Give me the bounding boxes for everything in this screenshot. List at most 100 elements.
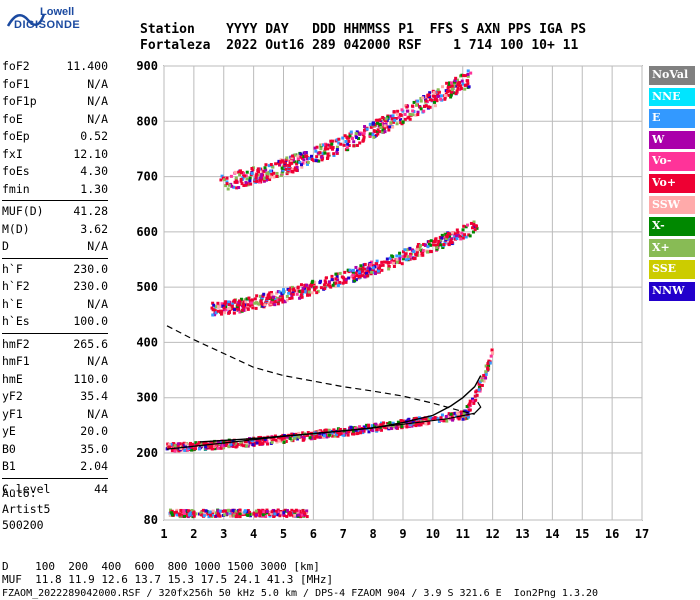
echo-point <box>416 243 420 247</box>
echo-point <box>338 280 342 284</box>
echo-point <box>243 298 247 302</box>
echo-point <box>378 123 382 127</box>
echo-point <box>270 172 274 176</box>
echo-point <box>450 240 454 244</box>
echo-point <box>365 271 369 275</box>
echo-point <box>451 86 455 90</box>
echo-point <box>400 108 404 112</box>
echo-point <box>472 401 476 405</box>
echo-point <box>266 442 270 446</box>
x-tick-label: 11 <box>456 527 470 541</box>
echo-point <box>281 297 285 301</box>
echo-point <box>443 241 447 245</box>
echo-point <box>421 96 425 100</box>
echo-point <box>264 515 268 519</box>
echo-point <box>471 397 475 401</box>
echo-point <box>361 274 365 278</box>
echo-point <box>197 441 201 445</box>
param-label: MUF(D) <box>2 204 44 218</box>
param-row: foF1p N/A <box>2 93 108 111</box>
echo-point <box>276 161 280 165</box>
echo-point <box>391 424 395 428</box>
echo-point <box>265 175 269 179</box>
legend-item: W <box>649 130 695 150</box>
echo-point <box>192 514 196 518</box>
echo-point <box>480 383 484 387</box>
echo-point <box>381 115 385 119</box>
echo-point <box>256 302 260 306</box>
echo-point <box>230 184 234 188</box>
param-value: 12.10 <box>73 146 108 161</box>
echo-point <box>405 248 409 252</box>
echo-point <box>405 105 409 109</box>
echo-point <box>293 509 297 513</box>
echo-point <box>282 160 286 164</box>
echo-point <box>416 113 420 117</box>
echo-point <box>474 224 478 228</box>
param-label: foEp <box>2 129 30 143</box>
echo-point <box>258 439 262 443</box>
echo-point <box>395 122 399 126</box>
echo-point <box>444 237 448 241</box>
echo-point <box>239 297 243 301</box>
echo-point <box>436 417 440 421</box>
echo-point <box>280 437 284 441</box>
echo-point <box>320 155 324 159</box>
echo-point <box>246 307 250 311</box>
echo-point <box>428 95 432 99</box>
param-value: N/A <box>87 296 108 311</box>
echo-point <box>453 411 457 415</box>
echo-point <box>308 436 312 440</box>
param-label: fxI <box>2 146 23 161</box>
echo-point <box>244 181 248 185</box>
echo-point <box>346 268 350 272</box>
echo-point <box>403 117 407 121</box>
echo-point <box>381 121 385 125</box>
x-tick-label: 12 <box>485 527 499 541</box>
echo-point <box>258 178 262 182</box>
echo-point <box>338 271 342 275</box>
echo-point <box>242 444 246 448</box>
echo-point <box>460 231 464 235</box>
echo-point <box>276 508 280 512</box>
echo-point <box>278 437 282 441</box>
echo-point <box>298 155 302 159</box>
echo-point <box>177 449 181 453</box>
echo-point <box>302 438 306 442</box>
echo-point <box>487 364 491 368</box>
echo-point <box>182 514 186 518</box>
param-row: h`E N/A <box>2 296 108 314</box>
echo-point <box>325 143 329 147</box>
echo-point <box>232 441 236 445</box>
echo-point <box>422 417 426 421</box>
echo-point <box>463 74 467 78</box>
echo-point <box>273 303 277 307</box>
echo-point <box>440 413 444 417</box>
echo-point <box>426 93 430 97</box>
echo-point <box>449 412 453 416</box>
echo-point <box>340 275 344 279</box>
echo-point <box>341 431 345 435</box>
echo-point <box>182 441 186 445</box>
echo-point <box>471 230 475 234</box>
echo-point <box>293 436 297 440</box>
y-tick-label: 600 <box>136 225 158 239</box>
echo-point <box>298 160 302 164</box>
echo-point <box>276 298 280 302</box>
param-value: N/A <box>87 239 108 253</box>
param-label: foF1p <box>2 94 37 108</box>
echo-point <box>484 372 488 376</box>
echo-point <box>342 143 346 147</box>
echo-point <box>411 109 415 113</box>
echo-point <box>264 168 268 172</box>
echo-point <box>456 86 460 90</box>
echo-point <box>385 118 389 122</box>
echo-point <box>301 289 305 293</box>
echo-point <box>383 124 387 128</box>
echo-point <box>373 272 377 276</box>
echo-point <box>305 515 309 519</box>
param-row: fmin 1.30 <box>2 181 108 199</box>
echo-point <box>372 129 376 133</box>
echo-point <box>473 394 477 398</box>
echo-point <box>462 224 466 228</box>
